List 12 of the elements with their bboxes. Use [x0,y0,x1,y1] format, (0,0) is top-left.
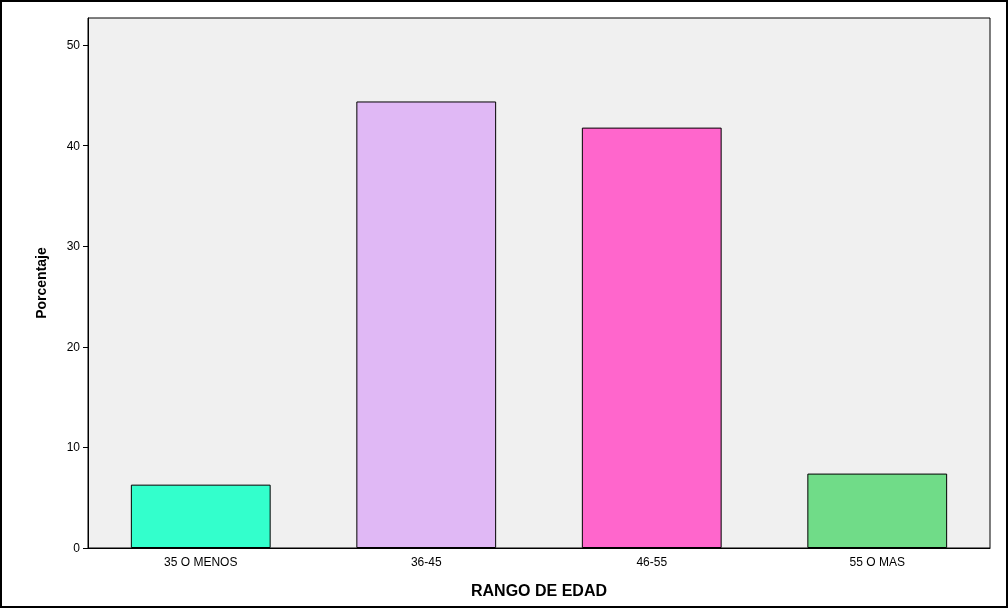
y-tick-label: 30 [66,239,81,254]
y-tick-label: 40 [66,138,81,153]
x-tick-label: 55 O MAS [849,555,905,569]
x-axis-title: RANGO DE EDAD [470,581,608,599]
y-tick-label: 10 [66,440,81,455]
y-tick-label: 50 [66,38,81,53]
y-tick-label: 20 [66,339,81,354]
x-tick-label: 35 O MENOS [164,555,238,569]
x-tick-label: 36-45 [410,555,442,569]
x-tick-label: 46-55 [636,555,668,569]
y-tick-label: 0 [73,541,81,555]
y-axis-title: Porcentaje [33,247,49,319]
